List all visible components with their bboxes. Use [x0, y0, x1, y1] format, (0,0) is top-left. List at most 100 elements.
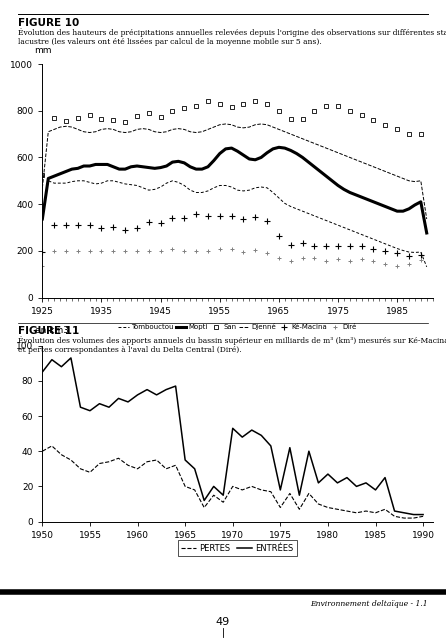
PERTES [202, 504, 207, 511]
Djenné [401, 175, 406, 182]
Text: 49: 49 [216, 617, 230, 627]
Diré [75, 247, 81, 255]
Tombouctou [164, 179, 169, 187]
PERTES [249, 483, 255, 490]
Mopti [347, 189, 352, 196]
PERTES [421, 513, 426, 520]
San [347, 107, 352, 115]
Line: Mopti: Mopti [42, 147, 427, 233]
San [264, 100, 270, 108]
PERTES [173, 461, 178, 469]
Text: en km3: en km3 [35, 326, 69, 335]
San [335, 102, 341, 110]
PERTES [135, 465, 140, 472]
ENTRÉES [278, 486, 283, 494]
Diré [359, 255, 364, 263]
San [182, 104, 187, 112]
PERTES [306, 490, 312, 497]
ENTRÉES [287, 444, 293, 452]
Line: PERTES: PERTES [42, 446, 423, 518]
PERTES [116, 454, 121, 462]
Diré [383, 260, 388, 268]
Legend: PERTES, ENTRÉES: PERTES, ENTRÉES [178, 541, 297, 556]
PERTES [192, 486, 197, 494]
PERTES [392, 513, 397, 520]
Diré [241, 248, 246, 255]
PERTES [316, 500, 321, 508]
Tombouctou [75, 177, 81, 184]
ENTRÉES [268, 442, 273, 450]
Text: Environnement deltaïque - 1.1: Environnement deltaïque - 1.1 [310, 600, 428, 608]
San [359, 111, 364, 119]
Diré [182, 247, 187, 255]
ENTRÉES [306, 447, 312, 455]
ENTRÉES [382, 474, 388, 481]
San [406, 130, 412, 138]
Ké-Macina [288, 241, 293, 248]
ENTRÉES [259, 431, 264, 439]
ENTRÉES [145, 386, 150, 394]
Diré [394, 262, 400, 270]
ENTRÉES [344, 474, 350, 481]
Line: Ké-Macina: Ké-Macina [40, 211, 424, 259]
Ké-Macina [111, 223, 116, 230]
San [52, 114, 57, 122]
San [63, 117, 69, 125]
ENTRÉES [125, 398, 131, 406]
ENTRÉES [106, 403, 112, 411]
Diré [111, 247, 116, 255]
San [75, 114, 81, 122]
ENTRÉES [59, 363, 64, 371]
ENTRÉES [87, 407, 93, 415]
Djenné [424, 215, 429, 223]
PERTES [268, 488, 273, 495]
PERTES [163, 465, 169, 472]
Tombouctou [69, 178, 74, 186]
San [288, 115, 293, 123]
San [205, 97, 211, 104]
Line: Djenné: Djenné [42, 124, 427, 219]
Line: ENTRÉES: ENTRÉES [42, 358, 423, 515]
Ké-Macina [170, 214, 175, 222]
San [229, 103, 234, 111]
San [170, 107, 175, 115]
Djenné [347, 154, 352, 161]
ENTRÉES [192, 465, 197, 472]
PERTES [297, 506, 302, 513]
PERTES [373, 509, 378, 516]
PERTES [230, 483, 235, 490]
ENTRÉES [401, 509, 407, 516]
San [418, 130, 423, 138]
Diré [335, 255, 341, 263]
PERTES [220, 499, 226, 506]
ENTRÉES [40, 368, 45, 376]
PERTES [240, 486, 245, 494]
Djenné [40, 184, 45, 191]
Tombouctou [401, 246, 406, 254]
PERTES [211, 492, 216, 499]
Diré [418, 257, 423, 264]
San [87, 111, 92, 118]
Diré [170, 246, 175, 253]
San [123, 118, 128, 126]
PERTES [97, 460, 102, 467]
Diré [264, 250, 270, 257]
Tombouctou [140, 184, 145, 191]
PERTES [335, 506, 340, 513]
San [312, 108, 317, 115]
Ké-Macina [123, 226, 128, 234]
San [323, 102, 329, 110]
ENTRÉES [68, 354, 74, 362]
Line: Diré: Diré [40, 246, 423, 268]
PERTES [182, 483, 188, 490]
Ké-Macina [383, 247, 388, 255]
PERTES [278, 504, 283, 511]
ENTRÉES [411, 511, 416, 518]
Diré [158, 247, 163, 255]
Ké-Macina [134, 223, 140, 231]
Ké-Macina [323, 243, 329, 250]
ENTRÉES [373, 486, 378, 494]
ENTRÉES [116, 394, 121, 402]
Ké-Macina [347, 243, 352, 250]
ENTRÉES [240, 433, 245, 441]
